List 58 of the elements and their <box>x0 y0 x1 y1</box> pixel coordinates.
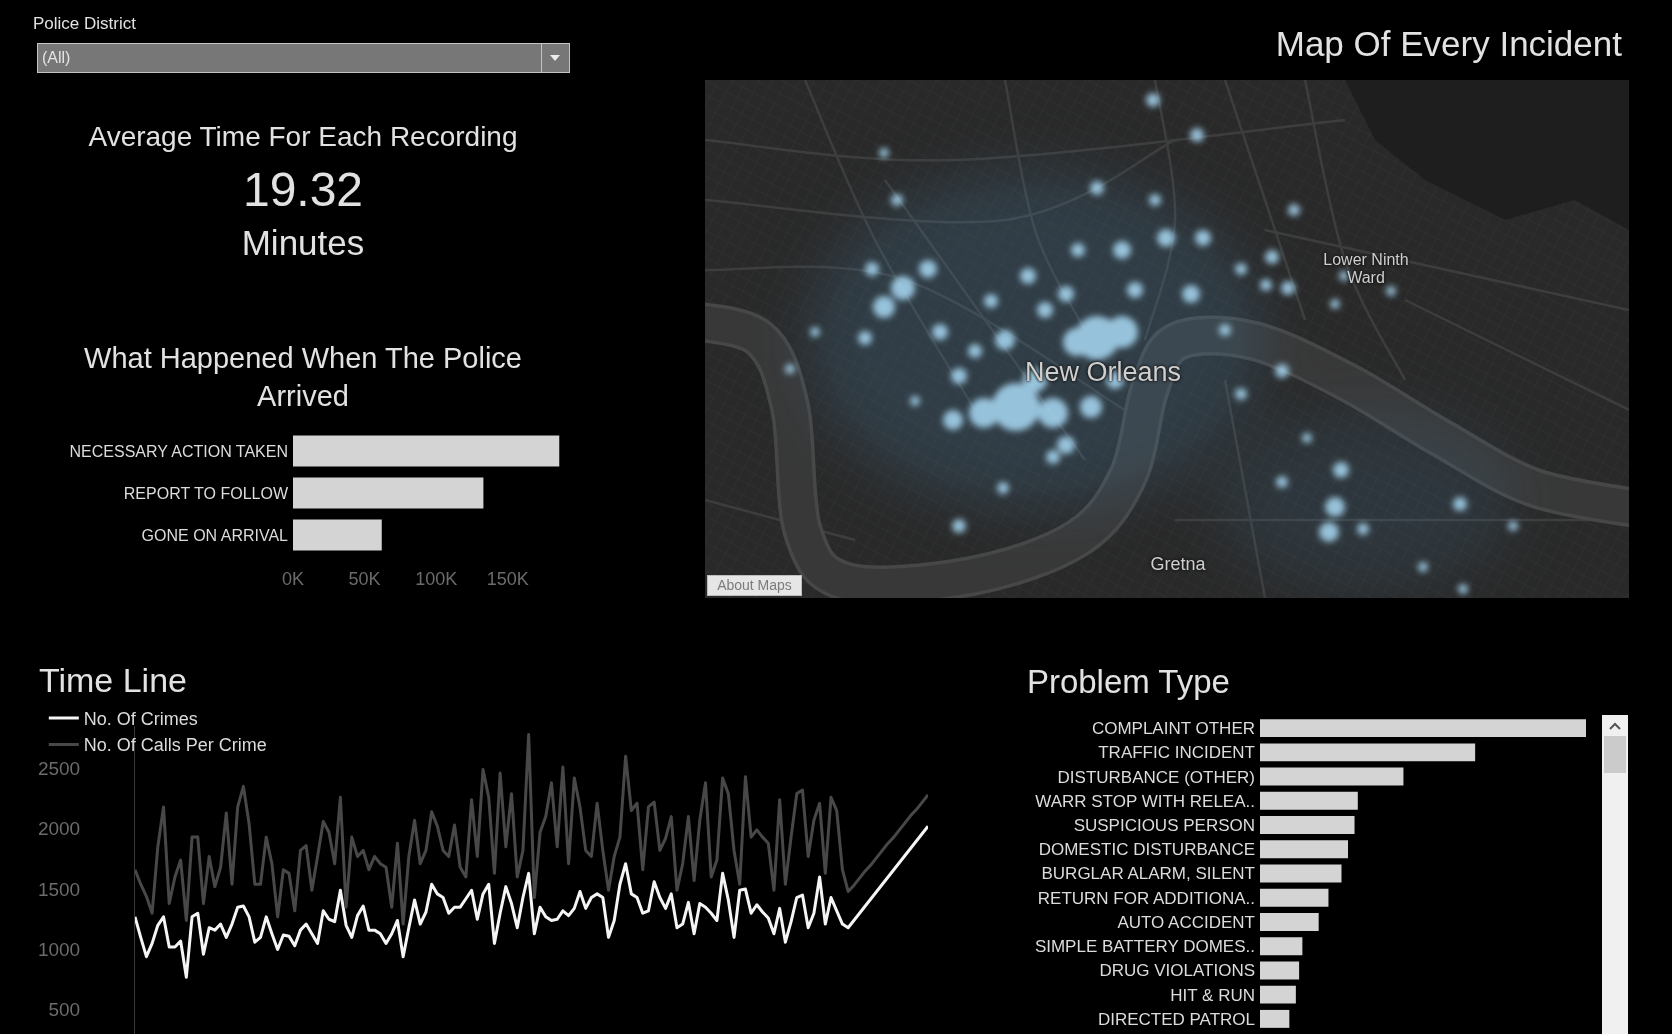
text: Police District <box>33 14 136 34</box>
y-tick-label: WARR STOP WITH RELEA.. <box>1035 791 1255 811</box>
text: New Orleans <box>1024 357 1182 389</box>
text: Lower Ninth Ward <box>1323 250 1409 288</box>
bar <box>1260 767 1404 786</box>
y-tick-label: RETURN FOR ADDITIONA.. <box>1037 888 1255 908</box>
y-tick-label: TRAFFIC INCIDENT <box>1098 743 1255 763</box>
y-tick-label: 1000 <box>37 939 81 961</box>
bar <box>293 519 382 551</box>
bar <box>1260 937 1303 956</box>
x-tick-label: 100K <box>415 569 458 589</box>
y-tick-label: 1500 <box>37 878 81 900</box>
y-tick-label: NECESSARY ACTION TAKEN <box>69 442 288 460</box>
bar <box>1260 816 1355 834</box>
chart-title: What Happened When The Police Arrived <box>84 342 522 413</box>
y-tick-label: HIT & RUN <box>1170 985 1255 1005</box>
y-tick-label: BURGLAR ALARM, SILENT <box>1041 864 1255 884</box>
y-tick-label: 2500 <box>37 757 81 779</box>
bar <box>1260 719 1586 738</box>
y-tick-label: AUTO ACCIDENT <box>1117 912 1255 932</box>
chart-title: Time Line <box>38 660 187 699</box>
y-tick-label: 2000 <box>37 818 81 840</box>
text: 19.32 <box>242 162 364 218</box>
chart-title: Problem Type <box>1026 662 1230 700</box>
y-tick-label: REPORT TO FOLLOW <box>123 484 289 502</box>
bar <box>293 435 560 467</box>
bar <box>293 477 484 509</box>
bar <box>1260 985 1296 1004</box>
x-tick-label: 50K <box>348 569 381 589</box>
bar <box>1260 864 1342 883</box>
y-tick-label: SUSPICIOUS PERSON <box>1073 815 1255 835</box>
x-tick-label: 0K <box>281 569 305 589</box>
y-tick-label: GONE ON ARRIVAL <box>141 526 289 544</box>
bar <box>1260 961 1300 980</box>
y-tick-label: DRUG VIOLATIONS <box>1099 961 1255 981</box>
bar <box>1260 743 1476 762</box>
line-series <box>135 824 928 979</box>
legend-label: No. Of Calls Per Crime <box>83 735 267 756</box>
y-tick-label: DIRECTED PATROL <box>1097 1009 1255 1029</box>
text: Minutes <box>241 222 365 264</box>
bar <box>1260 791 1358 810</box>
legend-label: No. Of Crimes <box>83 709 198 730</box>
y-tick-label: COMPLAINT OTHER <box>1091 719 1255 739</box>
y-tick-label: SIMPLE BATTERY DOMES.. <box>1034 937 1255 957</box>
x-tick-label: 150K <box>486 569 529 589</box>
bar <box>1260 888 1329 907</box>
text: Map Of Every Incident <box>1275 24 1622 64</box>
bar <box>1260 1009 1290 1028</box>
y-tick-label: 500 <box>48 999 81 1021</box>
text: Gretna <box>1150 553 1206 575</box>
line-series <box>135 732 928 926</box>
button: About Maps <box>707 575 802 596</box>
dropdown: (All) <box>37 43 570 73</box>
text: Average Time For Each Recording <box>88 120 518 154</box>
bar <box>1260 840 1349 859</box>
y-tick-label: DOMESTIC DISTURBANCE <box>1038 840 1255 860</box>
y-tick-label: DISTURBANCE (OTHER) <box>1057 767 1255 787</box>
bar <box>1260 913 1319 931</box>
